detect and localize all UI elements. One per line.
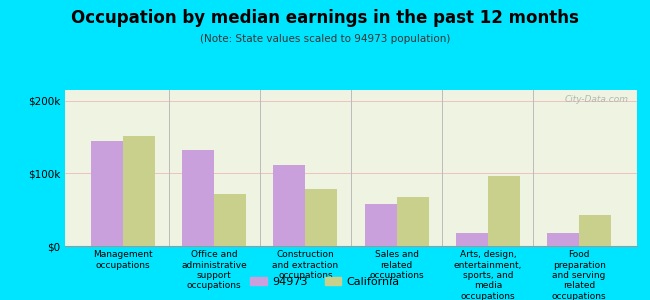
Bar: [306, 189, 337, 246]
Bar: [91, 141, 123, 246]
Bar: [214, 194, 246, 246]
Bar: [182, 150, 214, 246]
Bar: [456, 233, 488, 246]
Bar: [579, 215, 611, 246]
Bar: [365, 204, 396, 246]
Text: Occupation by median earnings in the past 12 months: Occupation by median earnings in the pas…: [71, 9, 579, 27]
Bar: [123, 136, 155, 246]
Text: (Note: State values scaled to 94973 population): (Note: State values scaled to 94973 popu…: [200, 34, 450, 44]
Bar: [274, 165, 305, 246]
Legend: 94973, California: 94973, California: [246, 273, 404, 291]
Bar: [396, 197, 428, 246]
Text: City-Data.com: City-Data.com: [564, 95, 629, 104]
Bar: [547, 233, 579, 246]
Bar: [488, 176, 520, 246]
